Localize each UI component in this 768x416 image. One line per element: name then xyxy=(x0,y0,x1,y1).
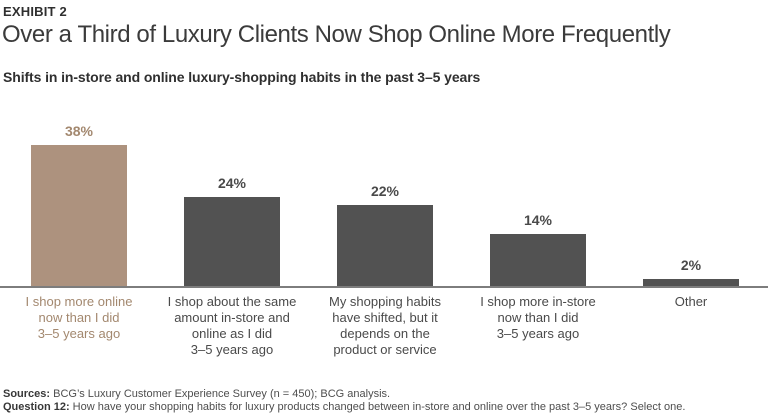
bar-category-label: I shop about the same amount in-store and… xyxy=(167,294,297,357)
question-label: Question 12: xyxy=(3,401,70,413)
exhibit-label: EXHIBIT 2 xyxy=(3,4,67,19)
bar-category-label: I shop more online now than I did 3–5 year… xyxy=(25,294,133,341)
sources-label: Sources: xyxy=(3,388,51,400)
sources-text: BCG’s Luxury Customer Experience Survey … xyxy=(50,388,391,400)
bar-value-label: 38% xyxy=(64,123,94,139)
bar-category-label: Other xyxy=(674,294,708,309)
bar-value-label: 22% xyxy=(370,183,400,199)
bar xyxy=(643,279,739,286)
bar-value-label: 2% xyxy=(680,257,702,273)
page-title: Over a Third of Luxury Clients Now Shop … xyxy=(2,21,671,48)
question-text: How have your shopping habits for luxury… xyxy=(69,401,686,413)
chart-subtitle: Shifts in in-store and online luxury-sho… xyxy=(3,69,481,85)
sources-line: Sources: BCG’s Luxury Customer Experienc… xyxy=(3,388,685,401)
bar xyxy=(184,197,280,286)
bar-value-label: 24% xyxy=(217,175,247,191)
bar-category-label: I shop more in-store now than I did 3–5 ye… xyxy=(480,294,596,341)
bar xyxy=(31,145,127,286)
x-axis-line xyxy=(0,286,768,288)
bar xyxy=(490,234,586,286)
question-line: Question 12: How have your shopping habi… xyxy=(3,401,685,414)
bar-category-label: My shopping habits have shifted, but it de… xyxy=(328,294,441,357)
footer: Sources: BCG’s Luxury Customer Experienc… xyxy=(3,388,685,414)
bar xyxy=(337,205,433,286)
bar-value-label: 14% xyxy=(523,212,553,228)
